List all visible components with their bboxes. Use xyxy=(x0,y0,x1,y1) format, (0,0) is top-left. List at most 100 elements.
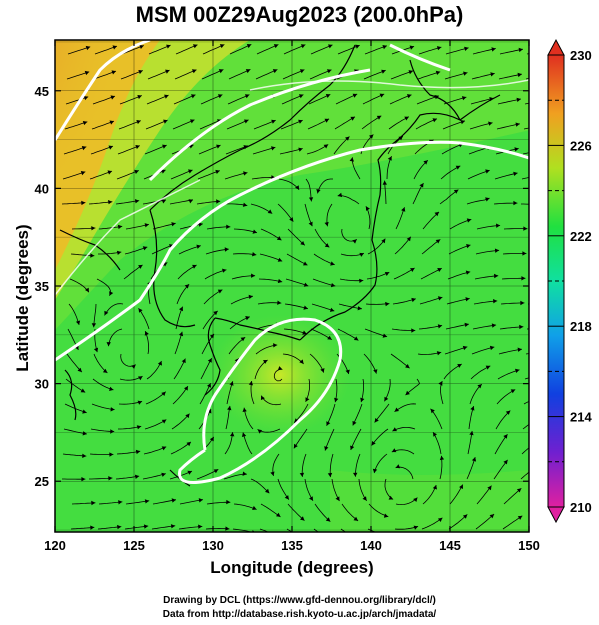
streamline-arrow xyxy=(329,538,334,542)
streamline-arrow xyxy=(207,383,211,388)
streamline-arrow xyxy=(171,222,176,227)
streamline-arrow xyxy=(385,301,390,307)
streamline-arrow xyxy=(257,429,263,434)
streamline-arrow xyxy=(91,226,96,231)
streamline-arrow xyxy=(465,297,470,302)
streamline-arrow xyxy=(267,209,273,214)
streamline-arrow xyxy=(215,169,220,174)
streamline-arrow xyxy=(541,394,545,398)
streamline-arrow xyxy=(185,413,190,419)
colorbar-ticks: 230 226 222 218 214 210 xyxy=(548,48,592,515)
streamline-arrow xyxy=(309,496,313,501)
streamline-arrow xyxy=(404,116,409,121)
streamline-arrow xyxy=(327,335,332,340)
streamline-arrow xyxy=(320,368,325,373)
streamline-arrow xyxy=(219,44,225,49)
streamline-arrow xyxy=(277,300,282,305)
streamline-arrow xyxy=(265,488,270,494)
streamline-arrow xyxy=(184,284,190,289)
streamline-arrow xyxy=(246,44,252,49)
streamline-arrow xyxy=(230,432,235,437)
streamline-arrow xyxy=(144,331,149,336)
streamline-arrow xyxy=(300,516,305,521)
streamline-arrow xyxy=(91,500,96,506)
streamline-arrow xyxy=(245,316,250,321)
streamline-arrow xyxy=(437,517,443,522)
streamline-arrow xyxy=(271,175,276,180)
x-tick-label: 135 xyxy=(281,538,303,553)
streamline-arrow xyxy=(209,436,214,442)
streamline-arrow xyxy=(353,472,358,477)
streamline-arrow xyxy=(277,257,283,262)
streamline-arrow xyxy=(466,218,472,223)
streamline-arrow xyxy=(382,180,387,185)
streamline-arrow xyxy=(161,169,166,174)
streamline-arrow xyxy=(503,434,508,439)
streamline xyxy=(521,447,529,455)
streamline-arrow xyxy=(517,347,522,352)
streamline-arrow xyxy=(355,44,360,49)
streamline-arrow xyxy=(369,134,374,139)
streamline-arrow xyxy=(178,331,184,337)
streamline-arrow xyxy=(405,390,410,396)
streamline-arrow xyxy=(110,407,115,412)
streamline-arrow xyxy=(277,278,283,284)
streamline-arrow xyxy=(110,95,115,100)
streamline-arrow xyxy=(350,445,355,450)
streamline-arrow xyxy=(157,361,162,366)
streamline-arrow xyxy=(411,297,416,303)
streamline-arrow xyxy=(324,446,329,451)
streamline-arrow xyxy=(419,183,424,188)
streamline-arrow xyxy=(260,395,265,401)
streamline-arrow xyxy=(535,465,540,469)
colorbar-tick-label: 222 xyxy=(570,229,592,244)
streamline-arrow xyxy=(437,324,443,329)
streamline-arrow xyxy=(516,488,522,493)
streamline-arrow xyxy=(515,122,520,127)
streamline-arrow xyxy=(192,44,198,49)
streamline-arrow xyxy=(518,47,523,53)
streamline-arrow xyxy=(116,250,122,255)
streamline-arrow xyxy=(171,498,176,503)
streamline-arrow xyxy=(352,239,357,244)
streamline-arrow xyxy=(323,144,329,149)
streamline-arrow xyxy=(191,94,196,99)
streamline-arrow xyxy=(303,305,308,310)
streamline-arrow xyxy=(462,345,468,351)
streamline-arrow xyxy=(138,70,143,75)
streamline-arrow xyxy=(330,283,336,288)
streamline-arrow xyxy=(460,120,465,125)
streamline-arrow xyxy=(465,270,471,275)
streamline-arrow xyxy=(360,397,365,403)
streamline-arrow xyxy=(516,97,521,102)
streamline-arrow xyxy=(365,206,370,211)
streamline-arrow xyxy=(271,146,276,151)
streamline-arrow xyxy=(490,72,495,77)
streamline-arrow xyxy=(248,294,253,299)
streamline-arrow xyxy=(144,223,149,228)
x-axis-ticks: 120 125 130 135 140 145 150 xyxy=(44,40,540,553)
streamline-arrow xyxy=(243,171,248,176)
streamline-arrow xyxy=(505,410,511,415)
streamline-arrow xyxy=(352,420,357,426)
streamline-arrow xyxy=(276,512,281,517)
streamline-arrow xyxy=(436,351,442,356)
contour-lines-faint xyxy=(55,79,529,296)
streamline-arrow xyxy=(519,324,524,330)
streamline-arrow xyxy=(225,526,230,531)
streamline-arrow xyxy=(461,96,467,101)
y-tick-label: 35 xyxy=(35,279,49,294)
streamline-arrow xyxy=(455,165,461,170)
streamline-arrow xyxy=(252,229,257,234)
streamline-arrow xyxy=(430,408,435,414)
streamline-arrow xyxy=(298,119,303,124)
streamline-arrow xyxy=(226,499,231,505)
streamline-arrow xyxy=(224,247,229,252)
streamline-arrow xyxy=(107,170,112,175)
streamline-arrow xyxy=(298,94,304,99)
streamline-arrow xyxy=(432,118,437,123)
streamline-arrow xyxy=(462,514,468,519)
streamline-arrow xyxy=(405,364,410,369)
streamline-arrow xyxy=(198,222,203,227)
streamline-arrow xyxy=(523,226,528,231)
